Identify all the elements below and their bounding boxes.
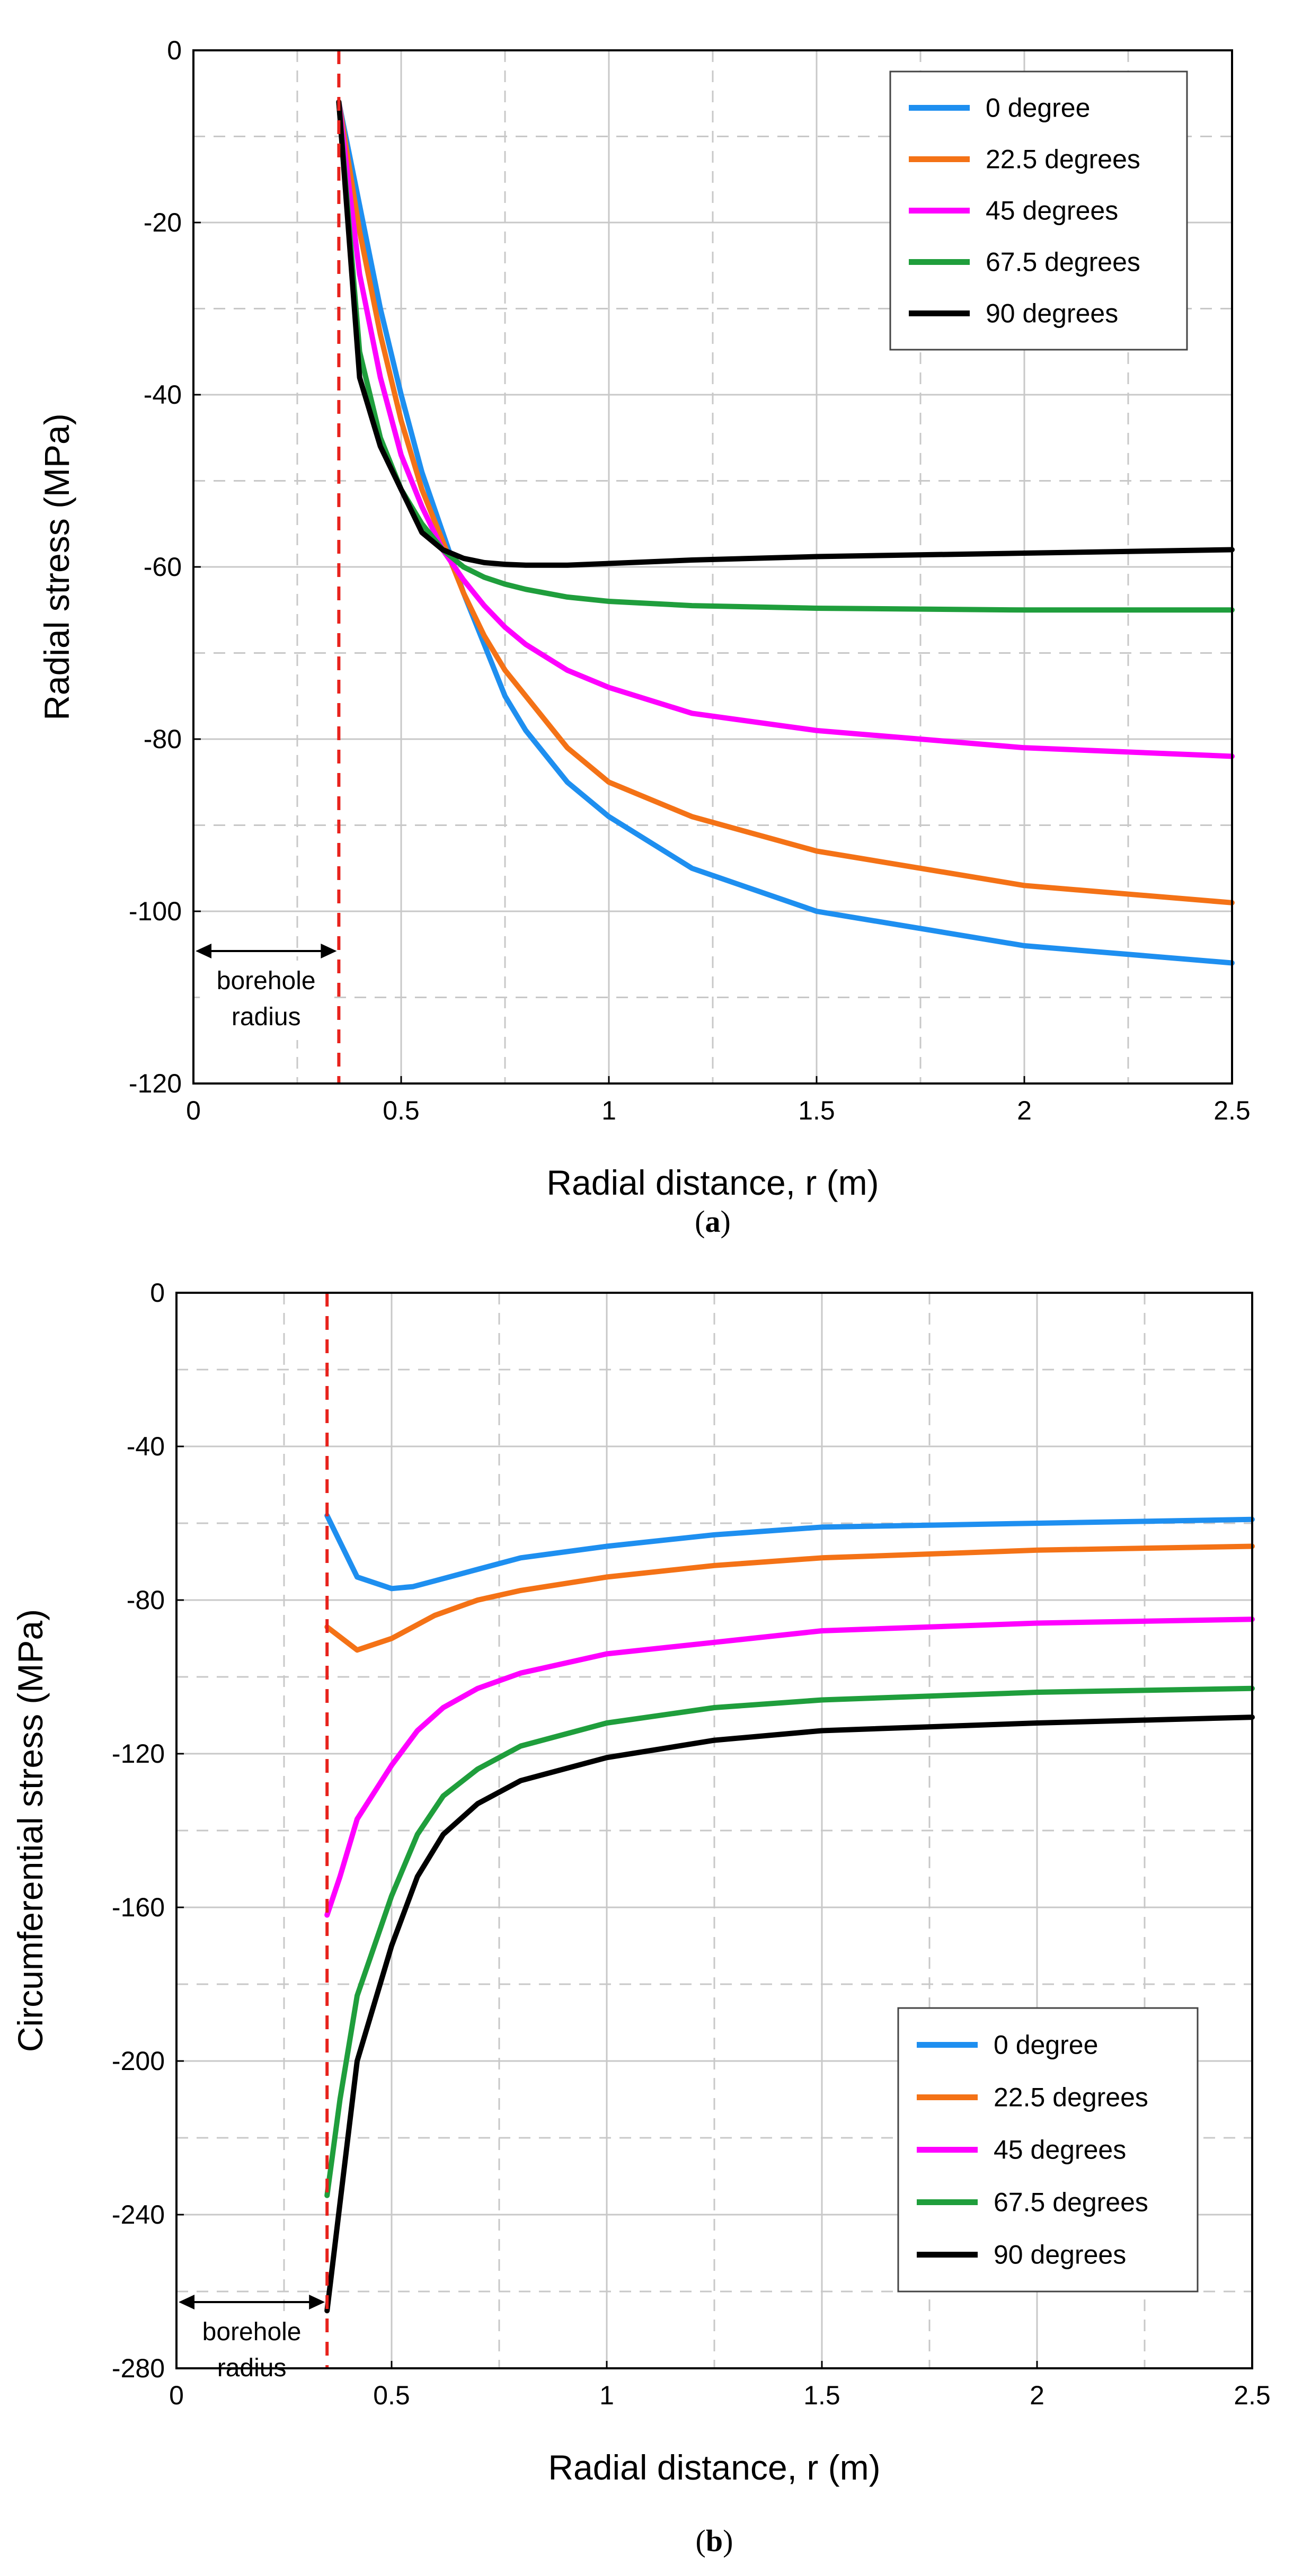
y-axis-label: Radial stress (MPa) [37,413,76,720]
y-axis-label: Circumferential stress (MPa) [11,1609,50,2052]
borehole-arrow-left-head [179,2295,194,2309]
series-line-45-degrees [336,99,1235,759]
legend-label: 45 degrees [994,2135,1126,2165]
y-tick-label: -160 [112,1893,165,1922]
panel-caption: (b) [696,2524,733,2558]
series-line-0-degree [324,1513,1255,1592]
series-line-22-5-degrees [336,99,1235,905]
x-axis-label: Radial distance, r (m) [546,1163,879,1202]
x-tick-label: 1.5 [798,1096,835,1125]
series-line-90-degrees [336,99,1235,568]
y-tick-label: -40 [144,380,182,410]
y-tick-label: -80 [144,724,182,754]
legend-label: 67.5 degrees [986,247,1140,277]
y-tick-label: -120 [112,1739,165,1769]
borehole-label-line1: borehole [217,967,316,995]
y-tick-label: 0 [167,35,182,65]
x-tick-label: 1 [601,1096,616,1125]
x-tick-label: 2.5 [1234,2380,1271,2410]
y-tick-label: -240 [112,2200,165,2229]
legend-label: 0 degree [986,93,1090,123]
chart-panel-a: 0 0.5 1 1.5 2 2.5 0 -20 -40 -60 -80 -100 -120 Radial … [37,35,1251,1239]
series-line-67-5-degrees [324,1685,1255,2198]
y-tick-label: -80 [127,1585,165,1615]
legend-label: 0 degree [994,2030,1098,2060]
x-tick-label: 0.5 [373,2380,410,2410]
y-tick-label: -60 [144,552,182,582]
series-group [324,1513,1255,2314]
legend-label: 67.5 degrees [994,2188,1148,2217]
x-tick-label: 2 [1030,2380,1044,2410]
borehole-arrow-right-head [321,944,337,958]
series-line-22-5-degrees [324,1543,1255,1653]
legend-label: 22.5 degrees [994,2083,1148,2112]
legend-label: 90 degrees [986,299,1118,328]
x-tick-label: 1.5 [803,2380,840,2410]
borehole-arrow-right-head [309,2295,325,2309]
plot-frame [175,1292,1253,2369]
x-tick-label: 0 [186,1096,201,1125]
x-tick-label: 2.5 [1213,1096,1251,1125]
chart-panel-b: 0 0.5 1 1.5 2 2.5 0 -40 -80 -120 -160 -200 -240 -280 R… [11,1278,1271,2558]
legend-label: 45 degrees [986,196,1118,226]
x-tick-label: 2 [1017,1096,1032,1125]
x-axis-label: Radial distance, r (m) [548,2448,880,2487]
y-tick-label: -40 [127,1432,165,1461]
y-tick-label: -120 [129,1069,182,1098]
borehole-label-bg [185,2312,318,2391]
legend-label: 90 degrees [994,2240,1126,2270]
legend-label: 22.5 degrees [986,145,1140,174]
series-group [336,99,1235,966]
x-tick-label: 0.5 [383,1096,420,1125]
y-tick-label: 0 [150,1278,165,1308]
legend: 0 degree 22.5 degrees 45 degrees 67.5 degre… [889,70,1188,351]
borehole-label-bg [200,961,333,1040]
plot-frame [192,49,1233,1085]
panel-caption: (a) [695,1204,731,1239]
legend: 0 degree 22.5 degrees 45 degrees 67.5 degre… [897,2007,1199,2293]
borehole-arrow-left-head [196,944,211,958]
legend-box [889,70,1188,351]
series-line-90-degrees [324,1715,1255,2314]
x-tick-label: 1 [599,2380,614,2410]
borehole-label-line2: radius [232,1003,301,1031]
y-tick-label: -280 [112,2353,165,2383]
y-tick-label: -200 [112,2046,165,2076]
x-tick-label: 0 [169,2380,184,2410]
borehole-label-line1: borehole [202,2318,302,2346]
y-tick-label: -100 [129,896,182,926]
series-line-45-degrees [324,1616,1255,1918]
series-line-0-degree [336,99,1235,966]
y-tick-label: -20 [144,208,182,237]
